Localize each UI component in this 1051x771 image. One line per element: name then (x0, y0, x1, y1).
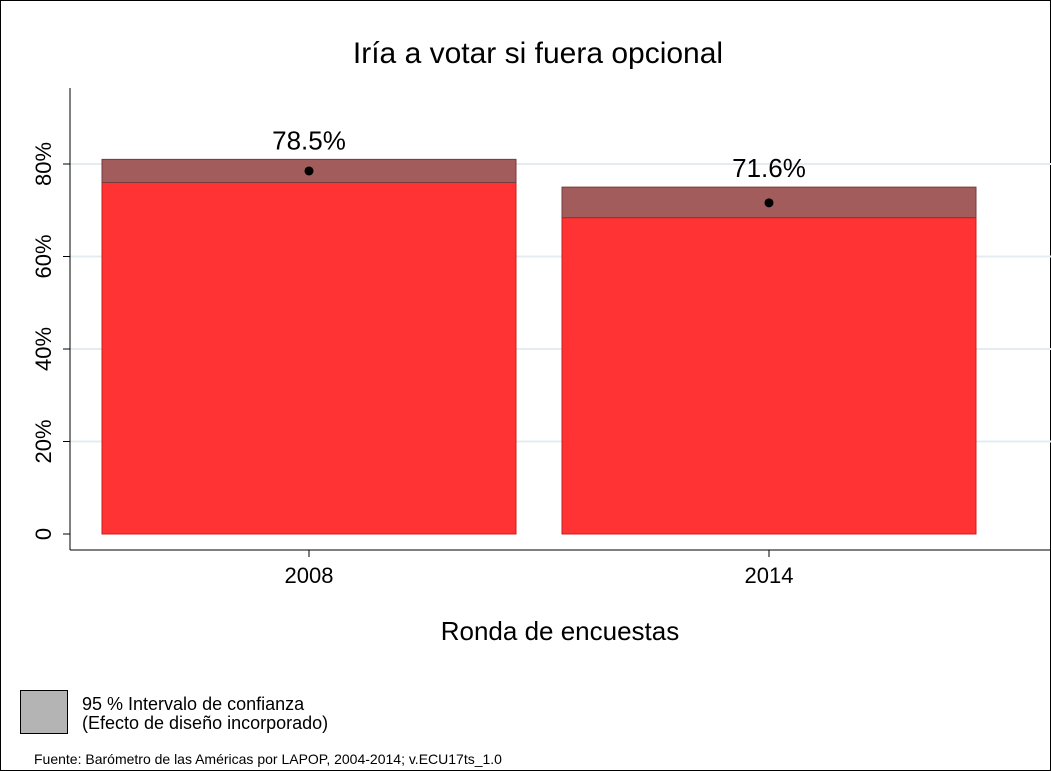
y-tick-label: 80% (31, 142, 56, 186)
y-tick-label: 0 (31, 528, 56, 540)
point-estimate-2014 (764, 198, 774, 208)
legend-label: 95 % Intervalo de confianza (Efecto de d… (82, 695, 328, 733)
y-tick-label: 60% (31, 234, 56, 278)
data-label-2014: 71.6% (732, 153, 806, 183)
y-tick-label: 20% (31, 419, 56, 463)
y-tick-label: 40% (31, 327, 56, 371)
bar-2008 (101, 182, 517, 535)
point-estimate-2008 (304, 166, 314, 176)
data-label-2008: 78.5% (272, 125, 346, 155)
bar-2014 (561, 217, 977, 535)
x-axis-label: Ronda de encuestas (441, 616, 680, 646)
bars: 78.5% 71.6% (101, 125, 977, 535)
x-ticks: 2008 2014 (285, 550, 794, 588)
legend-label-line1: 95 % Intervalo de confianza (82, 694, 305, 714)
legend-swatch (20, 690, 68, 734)
chart-title: Iría a votar si fuera opcional (353, 37, 723, 70)
x-tick-label: 2008 (285, 563, 334, 588)
source-note: Fuente: Barómetro de las Américas por LA… (34, 751, 502, 767)
y-ticks: 0 20% 40% 60% 80% (31, 142, 70, 540)
x-tick-label: 2014 (745, 563, 794, 588)
legend-label-line2: (Efecto de diseño incorporado) (82, 713, 329, 733)
